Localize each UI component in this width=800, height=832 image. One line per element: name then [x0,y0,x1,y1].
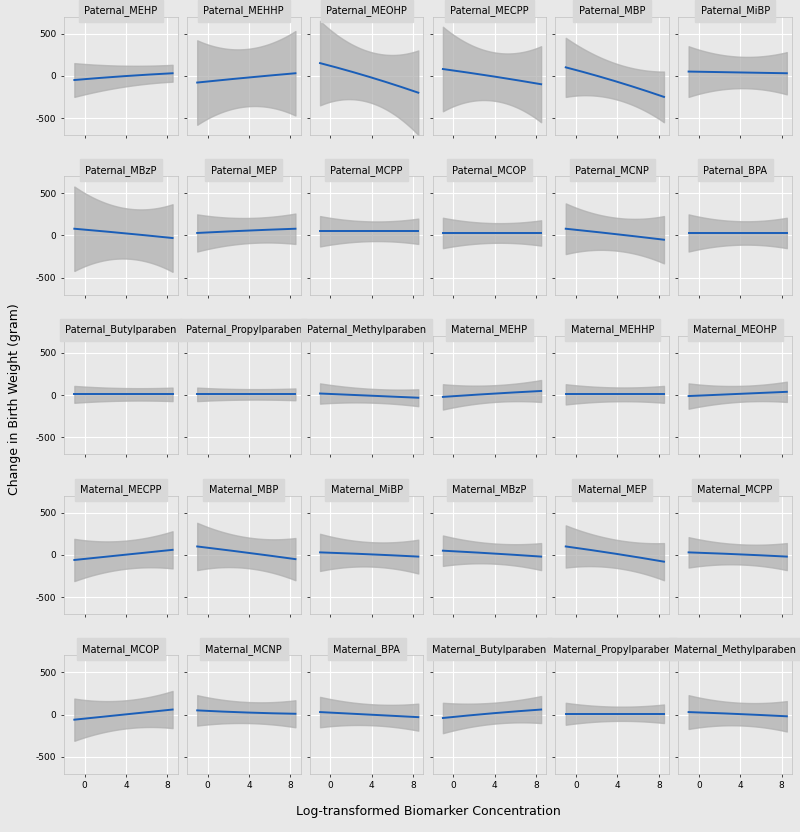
Title: Maternal_Methylparaben: Maternal_Methylparaben [674,644,796,655]
Title: Paternal_MEHP: Paternal_MEHP [84,5,158,16]
Text: Log-transformed Biomarker Concentration: Log-transformed Biomarker Concentration [296,805,560,818]
Title: Maternal_MCNP: Maternal_MCNP [206,644,282,655]
Title: Maternal_MCOP: Maternal_MCOP [82,644,159,655]
Title: Maternal_Butylparaben: Maternal_Butylparaben [432,644,546,655]
Text: Change in Birth Weight (gram): Change in Birth Weight (gram) [8,304,21,495]
Title: Paternal_MEOHP: Paternal_MEOHP [326,5,407,16]
Title: Maternal_MEHP: Maternal_MEHP [451,324,527,335]
Title: Maternal_BPA: Maternal_BPA [333,644,400,655]
Title: Paternal_MBzP: Paternal_MBzP [85,165,157,176]
Title: Maternal_MEP: Maternal_MEP [578,484,646,495]
Title: Paternal_MiBP: Paternal_MiBP [701,5,770,16]
Title: Maternal_MiBP: Maternal_MiBP [330,484,402,495]
Title: Paternal_MCPP: Paternal_MCPP [330,165,403,176]
Title: Maternal_MEOHP: Maternal_MEOHP [694,324,777,335]
Title: Paternal_BPA: Paternal_BPA [703,165,767,176]
Title: Maternal_MEHHP: Maternal_MEHHP [570,324,654,335]
Title: Paternal_MBP: Paternal_MBP [579,5,646,16]
Title: Paternal_Butylparaben: Paternal_Butylparaben [65,324,177,335]
Title: Paternal_Methylparaben: Paternal_Methylparaben [307,324,426,335]
Title: Maternal_Propylparaben: Maternal_Propylparaben [553,644,672,655]
Title: Paternal_MCNP: Paternal_MCNP [575,165,650,176]
Title: Paternal_MECPP: Paternal_MECPP [450,5,529,16]
Title: Maternal_MECPP: Maternal_MECPP [80,484,162,495]
Title: Paternal_MEHHP: Paternal_MEHHP [203,5,284,16]
Title: Paternal_Propylparaben: Paternal_Propylparaben [186,324,302,335]
Title: Paternal_MCOP: Paternal_MCOP [452,165,526,176]
Title: Paternal_MEP: Paternal_MEP [210,165,277,176]
Title: Maternal_MCPP: Maternal_MCPP [698,484,773,495]
Title: Maternal_MBP: Maternal_MBP [209,484,278,495]
Title: Maternal_MBzP: Maternal_MBzP [452,484,526,495]
